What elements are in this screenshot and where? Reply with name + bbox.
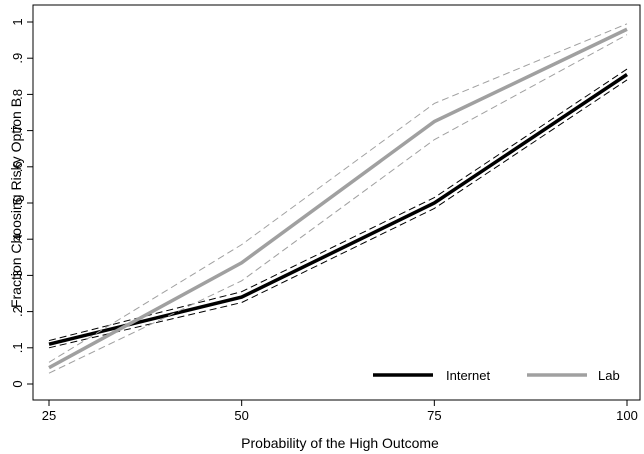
x-axis: 25 50 75 100	[42, 400, 638, 423]
y-tick-label: .1	[10, 342, 25, 353]
lab-ci-lower-line	[48, 34, 628, 374]
x-tick-label: 50	[234, 408, 248, 423]
y-tick-label: 1	[10, 18, 25, 25]
y-tick-label: .9	[10, 53, 25, 64]
plot-area	[32, 4, 641, 401]
y-tick-label: .7	[10, 125, 25, 136]
legend-label-lab: Lab	[598, 368, 620, 383]
lab-line	[48, 27, 628, 370]
series-layer	[48, 23, 628, 374]
internet-ci-upper-line	[48, 68, 628, 342]
series-lab	[48, 23, 628, 374]
internet-line	[48, 73, 628, 346]
y-axis: 0 .1 .2 .3 .4 .5 .6 .7 .8 .9 1	[10, 18, 33, 388]
y-tick-label: .8	[10, 89, 25, 100]
y-tick-label: 0	[10, 380, 25, 387]
lab-ci-upper-line	[48, 23, 628, 363]
x-tick-label: 75	[427, 408, 441, 423]
y-tick-label: .6	[10, 161, 25, 172]
legend-label-internet: Internet	[446, 368, 490, 383]
y-tick-label: .2	[10, 306, 25, 317]
internet-ci-lower-line	[48, 79, 628, 349]
plot-frame	[32, 4, 641, 401]
x-tick-label: 25	[42, 408, 56, 423]
legend: Internet Lab	[373, 368, 620, 383]
series-internet	[48, 68, 628, 349]
y-tick-label: .5	[10, 198, 25, 209]
y-axis-title: Fraction Choosing Risky Option B	[8, 98, 24, 308]
y-tick-label: .3	[10, 270, 25, 281]
x-axis-title: Probability of the High Outcome	[241, 435, 439, 451]
x-tick-label: 100	[616, 408, 638, 423]
y-tick-label: .4	[10, 234, 25, 245]
